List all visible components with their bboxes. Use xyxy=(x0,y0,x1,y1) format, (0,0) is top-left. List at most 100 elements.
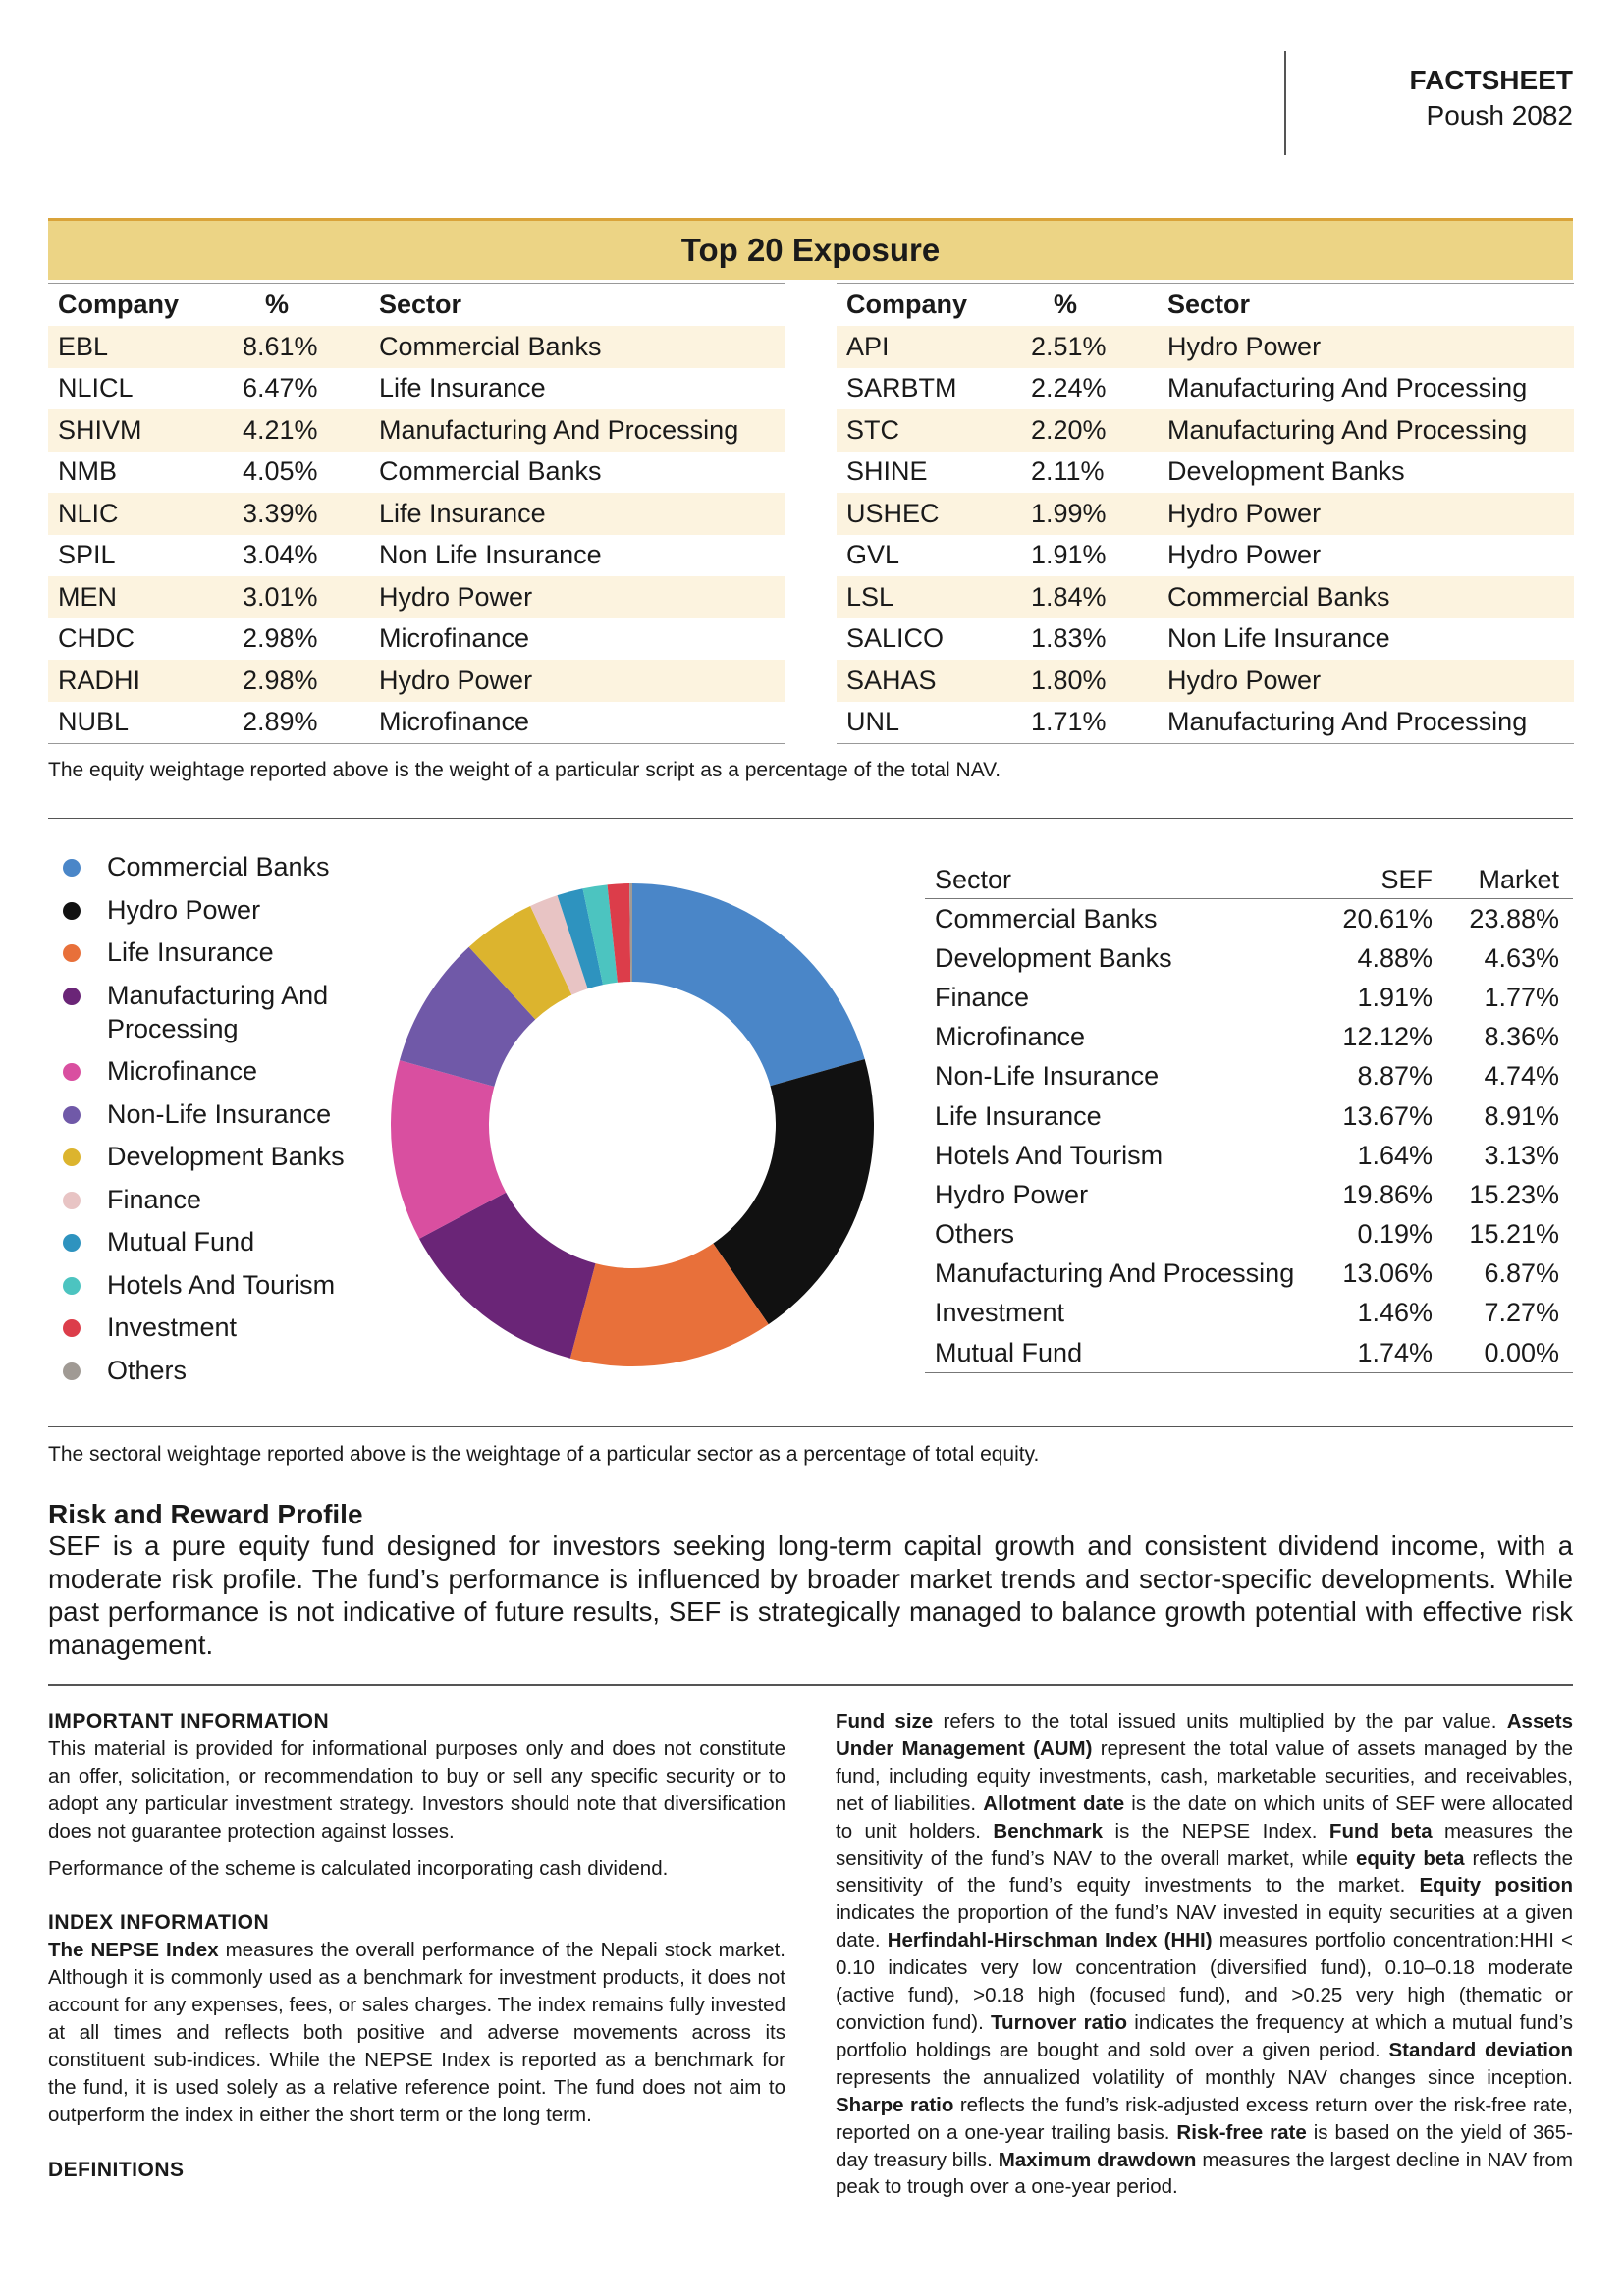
legend-item: Development Banks xyxy=(57,1140,371,1173)
row: NUBL 2.89% Microfinance xyxy=(48,702,785,744)
body: Commercial Banks 20.61% 23.88% Development … xyxy=(925,899,1573,1373)
cell: GVL xyxy=(846,540,900,570)
head: Company% Sector xyxy=(48,284,785,327)
text: is the NEPSE Index. xyxy=(1114,1819,1318,1842)
heading: DEFINITIONS xyxy=(48,2158,185,2181)
row: Development Banks 4.88% 4.63% xyxy=(925,938,1573,978)
header: FACTSHEET Poush 2082 xyxy=(1410,63,1573,133)
column-header: Sector xyxy=(1167,290,1251,319)
cell: 13.06% xyxy=(1342,1258,1433,1289)
cell: 8.87% xyxy=(1357,1061,1433,1092)
donut-slice xyxy=(419,1192,596,1359)
cell: Hydro Power xyxy=(379,665,533,695)
section-title: Top 20 Exposure xyxy=(48,218,1573,280)
cell: EBL xyxy=(58,331,109,361)
exposure-table: Company% Sector API 2.51% Hydro Power SARBTM 2… xyxy=(837,283,1574,744)
column-header: Market xyxy=(1439,862,1573,899)
cell: Hotels And Tourism xyxy=(935,1140,1164,1170)
row: Microfinance 12.12% 8.36% xyxy=(925,1018,1573,1057)
paragraph: The NEPSE Index measures the overall per… xyxy=(48,1937,785,2128)
legend-swatch xyxy=(63,1276,81,1295)
donut-slice xyxy=(391,1060,507,1239)
divider xyxy=(48,1426,1573,1427)
cell: 15.23% xyxy=(1469,1179,1559,1209)
body: API 2.51% Hydro Power SARBTM 2.24% Manufactur… xyxy=(837,326,1574,744)
row: Mutual Fund 1.74% 0.00% xyxy=(925,1333,1573,1373)
cell: Manufacturing And Processing xyxy=(379,414,739,445)
term: Risk-free rate xyxy=(1176,2120,1307,2144)
cell: Life Insurance xyxy=(935,1100,1102,1131)
legend-label: Others xyxy=(107,1355,188,1385)
cell: NUBL xyxy=(58,707,130,737)
cell: SHINE xyxy=(846,456,928,487)
cell: 1.71% xyxy=(1031,707,1107,737)
donut-slice xyxy=(557,888,604,989)
cell: 3.13% xyxy=(1484,1140,1559,1170)
cell: 2.24% xyxy=(1031,373,1107,403)
row: SHINE 2.11% Development Banks xyxy=(837,452,1574,494)
term: Standard deviation xyxy=(1388,2038,1574,2061)
term: Allotment date xyxy=(983,1791,1125,1815)
donut-slice xyxy=(530,895,588,995)
cell: Manufacturing And Processing xyxy=(935,1258,1295,1289)
row: SPIL 3.04% Non Life Insurance xyxy=(48,535,785,577)
row: SARBTM 2.24% Manufacturing And Processing xyxy=(837,368,1574,410)
cell: 2.89% xyxy=(243,707,318,737)
legend-swatch xyxy=(63,1148,81,1166)
donut-slice xyxy=(569,1243,769,1366)
term: equity beta xyxy=(1356,1846,1465,1870)
cell: Non Life Insurance xyxy=(1167,623,1390,654)
row: USHEC 1.99% Hydro Power xyxy=(837,493,1574,535)
legend-item: Investment xyxy=(57,1310,371,1344)
cell: Hydro Power xyxy=(1167,665,1322,695)
text: measures the largest decline in NAV from… xyxy=(836,2148,1573,2199)
cell: 20.61% xyxy=(1342,903,1433,934)
text: is the date on which units of SEF were a… xyxy=(836,1791,1573,1842)
row: Finance 1.91% 1.77% xyxy=(925,978,1573,1017)
risk-title: Risk and Reward Profile xyxy=(48,1499,363,1529)
cell: Microfinance xyxy=(379,623,530,654)
donut-slice xyxy=(468,906,572,1020)
divider xyxy=(48,818,1573,819)
legend-swatch xyxy=(63,1191,81,1209)
cell: SPIL xyxy=(58,540,116,570)
term: Benchmark xyxy=(993,1819,1104,1842)
legend-label: Investment xyxy=(107,1312,238,1342)
term: Maximum drawdown xyxy=(998,2148,1197,2171)
legend-swatch xyxy=(63,901,81,920)
legend-swatch xyxy=(63,1063,81,1081)
donut-slice xyxy=(607,883,631,983)
legend-label: Finance xyxy=(107,1184,202,1214)
column-header: % xyxy=(265,290,290,319)
risk-text: SEF is a pure equity fund designed for i… xyxy=(48,1530,1573,1660)
legend-label: Life Insurance xyxy=(107,937,274,967)
legend-label: Hydro Power xyxy=(107,894,261,925)
legend: Commercial Banks Hydro Power Life Insuranc… xyxy=(57,850,371,1396)
cell: NLIC xyxy=(58,498,119,528)
cell: Finance xyxy=(935,982,1030,1012)
cell: Commercial Banks xyxy=(1167,581,1390,612)
heading: IMPORTANT INFORMATION xyxy=(48,1710,330,1733)
donut-slice xyxy=(399,946,536,1087)
cell: Microfinance xyxy=(935,1022,1086,1052)
cell: 12.12% xyxy=(1342,1022,1433,1052)
cell: Non Life Insurance xyxy=(379,540,602,570)
exposure-table: Company% Sector EBL 8.61% Commercial Banks NL… xyxy=(48,283,785,744)
donut-slice xyxy=(582,884,618,986)
cell: Manufacturing And Processing xyxy=(1167,373,1528,403)
row: SAHAS 1.80% Hydro Power xyxy=(837,660,1574,702)
term: Assets Under Management (AUM) xyxy=(836,1710,1573,1760)
note: The equity weightage reported above is t… xyxy=(48,759,1001,781)
legend-item: Hotels And Tourism xyxy=(57,1268,371,1302)
column-header: % xyxy=(1054,290,1078,319)
cell: NMB xyxy=(58,456,117,487)
cell: 6.47% xyxy=(243,373,318,403)
legend-label: Development Banks xyxy=(107,1142,345,1171)
legend-item: Manufacturing And Processing xyxy=(57,979,371,1045)
legend-item: Mutual Fund xyxy=(57,1225,371,1258)
cell: 8.91% xyxy=(1484,1100,1559,1131)
head: Sector SEF Market xyxy=(925,862,1573,899)
row: Hotels And Tourism 1.64% 3.13% xyxy=(925,1136,1573,1175)
row: LSL 1.84% Commercial Banks xyxy=(837,576,1574,618)
head: Company% Sector xyxy=(837,284,1574,327)
